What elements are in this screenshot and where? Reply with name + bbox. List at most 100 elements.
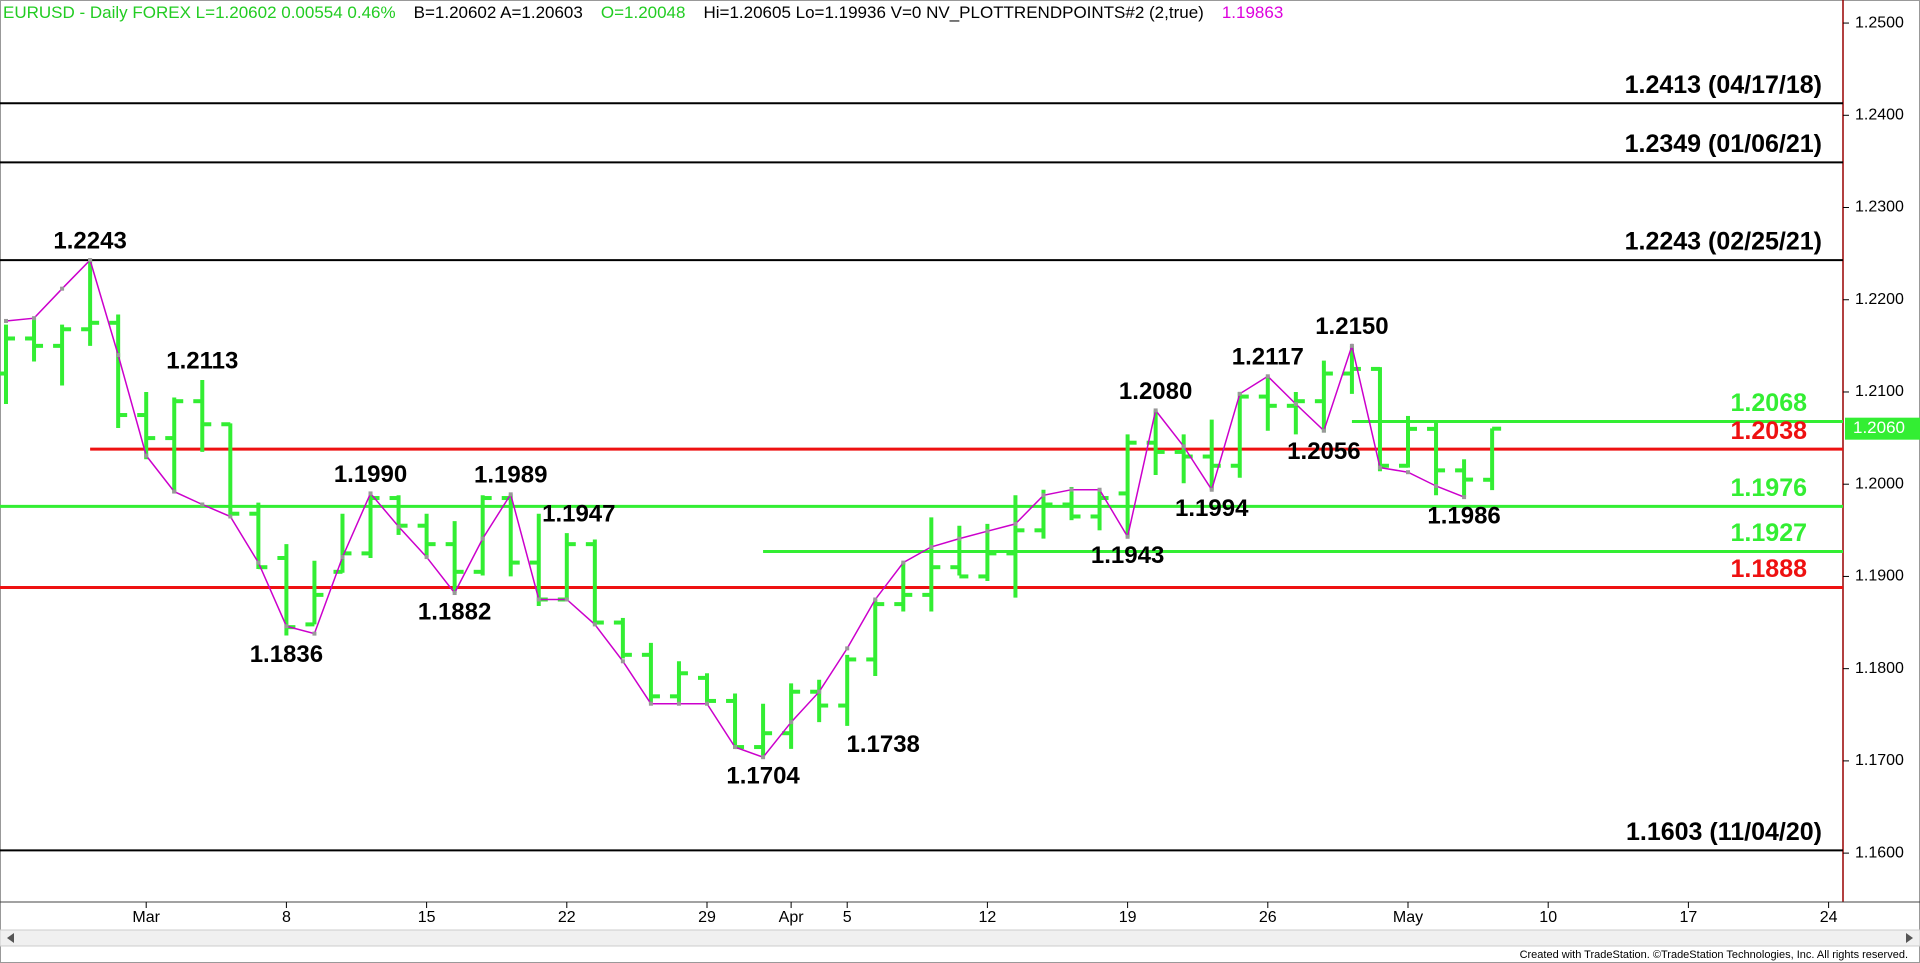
high-label: 1.2080 [1119,378,1192,405]
trend-point [1321,428,1326,433]
last-price-box [1845,417,1920,440]
y-tick-label: 1.1800 [1855,660,1904,677]
trend-point [508,492,513,497]
high-label: 1.1989 [474,462,547,489]
trend-point [1406,470,1410,475]
y-tick-label: 1.1900 [1855,568,1904,585]
header: EURUSD - Daily FOREX L=1.20602 0.00554 0… [3,3,1283,22]
trend-point [284,624,289,629]
x-tick-label: Apr [779,909,805,926]
header-segment: EURUSD - Daily FOREX L=1.20602 0.00554 0… [3,3,396,22]
trend-point [116,353,121,358]
trend-point [1377,465,1382,470]
trend-point [620,659,625,664]
trend-point [424,555,429,560]
scroll-right[interactable] [1906,933,1913,943]
header-segment: O=1.20048 [601,3,686,22]
low-label: 1.2056 [1287,438,1360,465]
trend-point [705,701,709,706]
trend-point [172,489,177,494]
trend-point [592,622,597,627]
x-tick-label: Mar [132,909,160,926]
trend-point [1237,391,1242,396]
level-label: 1.2349 (01/06/21) [1625,130,1822,158]
trend-point [901,560,906,565]
trend-point [1209,487,1214,492]
trend-point [817,689,822,694]
low-label: 1.1882 [418,598,491,625]
trend-point [452,591,457,596]
y-tick-label: 1.2000 [1855,475,1904,492]
trend-point [1293,401,1298,406]
level-label: 1.2038 [1731,417,1808,445]
y-tick-label: 1.1600 [1855,844,1904,861]
y-tick-label: 1.2200 [1855,291,1904,308]
level-label: 1.1603 (11/04/20) [1626,818,1822,846]
trend-point [761,755,766,760]
y-tick-label: 1.2300 [1855,199,1904,216]
trend-point [312,631,317,636]
high-label: 1.2113 [166,347,238,374]
footer: Created with TradeStation. ©TradeStation… [1520,949,1908,961]
x-tick-label: 24 [1820,909,1838,926]
trend-point [368,491,373,496]
header-segment: Hi=1.20605 Lo=1.19936 V=0 NV_PLOTTRENDPO… [703,3,1203,22]
trend-point [1434,484,1439,489]
x-tick-label: 26 [1259,909,1277,926]
trend-point [957,536,962,541]
trend-point [1153,408,1158,413]
level-label: 1.2413 (04/17/18) [1625,71,1822,99]
header-segment: B=1.20602 A=1.20603 [414,3,583,22]
trend-point [1097,487,1102,492]
trend-point [676,701,681,706]
x-tick-label: 17 [1680,909,1698,926]
high-label: 1.2117 [1232,344,1304,371]
low-label: 1.1986 [1427,502,1500,529]
trend-point [733,745,738,750]
trend-point [564,597,569,602]
high-label: 1.2243 [53,227,126,254]
x-tick-label: 10 [1539,909,1557,926]
low-label: 1.1836 [250,641,323,668]
trend-point [873,597,878,602]
trend-point [1181,444,1186,449]
trend-point [985,529,990,534]
y-tick-label: 1.2500 [1855,14,1904,31]
header-segment: 1.19863 [1222,3,1283,22]
trend-point [256,560,261,565]
high-label: 1.2150 [1315,313,1388,340]
level-label: 1.1976 [1731,474,1807,502]
low-label: 1.1994 [1175,495,1249,522]
trend-point [1462,495,1467,500]
level-label: 1.1888 [1731,555,1808,583]
y-tick-label: 1.2400 [1855,107,1904,124]
level-label: 1.1927 [1731,519,1807,547]
trend-point [929,544,934,549]
trend-point [648,701,653,706]
x-tick-label: May [1393,909,1423,926]
low-label: 1.1704 [726,763,800,790]
trend-point [396,524,401,529]
trend-point [144,453,149,458]
trend-point [340,555,345,560]
scroll-left[interactable] [7,933,14,943]
high-label: 1.1947 [542,500,615,527]
trend-point [60,286,65,291]
x-tick-label: 15 [418,909,436,926]
x-tick-label: 12 [979,909,997,926]
trend-point [789,720,794,725]
high-label: 1.1990 [334,461,407,488]
trend-point [228,514,233,519]
trend-point [4,318,8,323]
level-label: 1.2068 [1731,389,1808,417]
trend-point [536,597,541,602]
scrollbar[interactable] [0,929,1920,947]
low-label: 1.1943 [1091,542,1164,569]
trend-point [1041,493,1046,498]
x-tick-label: 19 [1119,909,1137,926]
trend-point [480,536,485,541]
y-tick-label: 1.2100 [1855,383,1904,400]
trend-point [1069,487,1074,492]
